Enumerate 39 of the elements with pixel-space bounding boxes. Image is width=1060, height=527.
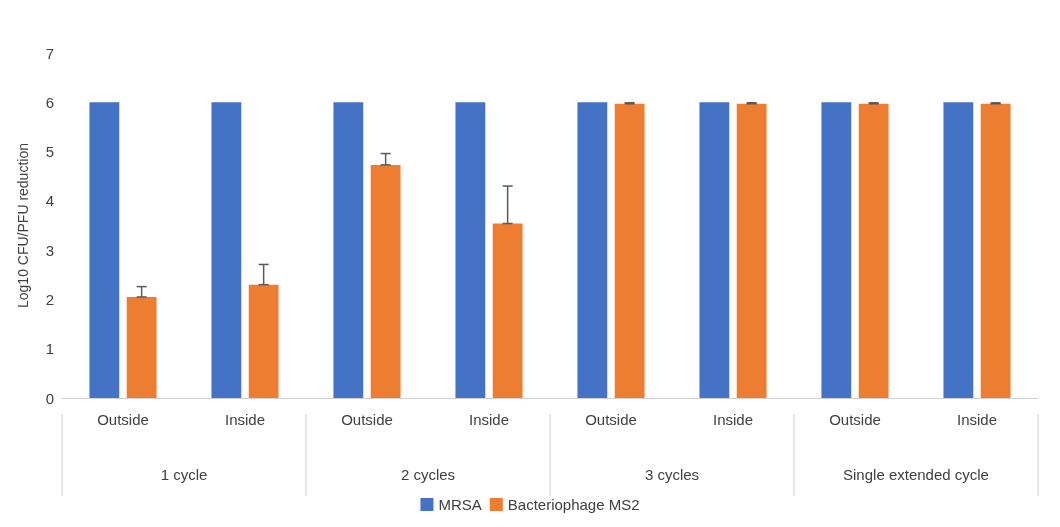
bar xyxy=(821,102,852,398)
bar xyxy=(211,102,242,398)
y-tick-label: 7 xyxy=(45,44,54,62)
bar xyxy=(980,103,1011,398)
x-tick-label: Outside xyxy=(585,411,637,428)
y-tick-label: 1 xyxy=(45,340,54,358)
x-tick-label: Outside xyxy=(97,411,149,428)
bar xyxy=(943,102,974,398)
y-tick-label: 6 xyxy=(45,93,54,111)
bar xyxy=(577,102,608,398)
x-tick-label: Inside xyxy=(468,411,510,428)
legend-label: MRSA xyxy=(438,496,482,513)
text: 2 cycles xyxy=(400,465,456,483)
y-tick-label: 4 xyxy=(45,192,54,210)
text: 1 cycle xyxy=(160,465,208,483)
y-tick-label: 2 xyxy=(45,290,54,308)
x-tick-label: Inside xyxy=(956,411,998,428)
x-tick-label: Outside xyxy=(829,411,881,428)
bar xyxy=(89,102,120,398)
text: 3 cycles xyxy=(644,465,700,483)
bar xyxy=(126,296,157,398)
bar xyxy=(699,102,730,398)
bar xyxy=(248,284,279,398)
bar xyxy=(370,164,401,398)
y-axis-title: Log10 CFU/PFU reduction xyxy=(15,143,31,308)
legend-label: Bacteriophage MS2 xyxy=(507,496,640,513)
bar xyxy=(614,103,645,398)
bar xyxy=(736,103,767,398)
text: Single extended cycle xyxy=(843,465,989,483)
x-tick-label: Inside xyxy=(712,411,754,428)
bar xyxy=(333,102,364,398)
bar xyxy=(455,102,486,398)
bar xyxy=(492,223,523,398)
x-tick-label: Outside xyxy=(341,411,393,428)
y-tick-label: 0 xyxy=(45,389,54,407)
bar xyxy=(858,103,889,398)
y-tick-label: 3 xyxy=(45,241,54,259)
x-tick-label: Inside xyxy=(224,411,266,428)
y-tick-label: 5 xyxy=(45,143,54,161)
